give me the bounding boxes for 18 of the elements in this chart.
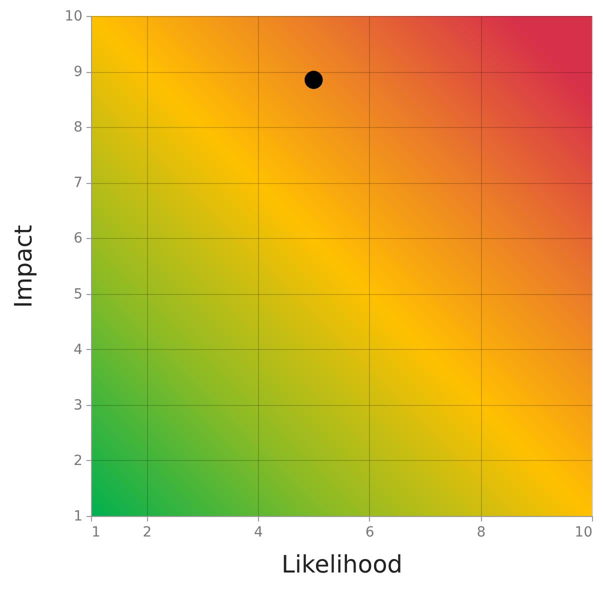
x-tick-label: 2 — [142, 524, 152, 540]
x-tick-label: 8 — [476, 524, 486, 540]
x-tick-label: 10 — [574, 524, 592, 540]
x-tick-label: 1 — [92, 524, 100, 540]
x-tick-label: 4 — [254, 524, 264, 540]
y-tick-label: 4 — [74, 342, 83, 358]
y-tick-label: 6 — [74, 230, 83, 247]
x-tick-label: 6 — [365, 524, 374, 540]
y-tick-label: 8 — [74, 120, 82, 136]
y-tick-label: 10 — [64, 8, 82, 24]
y-tick-label: 5 — [74, 286, 82, 302]
x-axis-title: Likelihood — [282, 550, 402, 578]
y-tick-label: 2 — [74, 452, 82, 469]
y-tick-label: 7 — [74, 175, 82, 192]
y-tick-label: 3 — [74, 397, 82, 414]
y-tick-label: 1 — [74, 508, 82, 524]
y-axis-title: Impact — [10, 224, 38, 308]
y-tick-label: 9 — [74, 64, 82, 80]
